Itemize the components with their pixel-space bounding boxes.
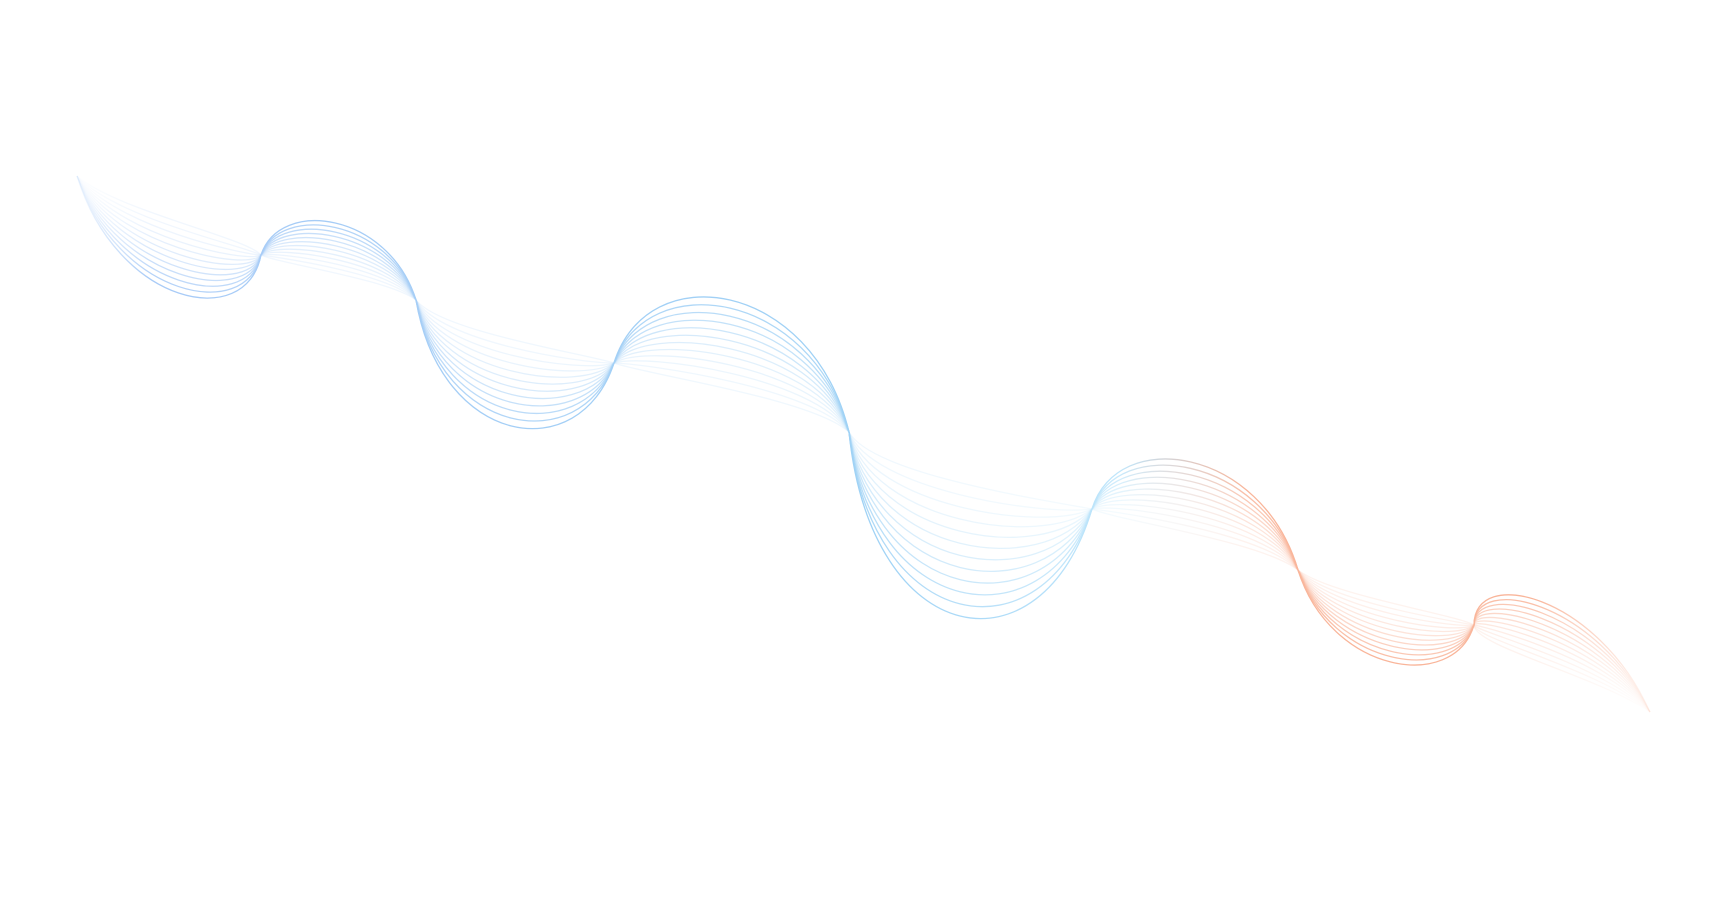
wave-line [76,175,1651,713]
wave-line [76,175,1651,713]
wave-line [76,175,1651,713]
wave-line [76,175,1651,713]
wave-line [76,175,1651,713]
wave-lines [76,175,1651,713]
wave-line [76,175,1651,713]
wave-line [76,175,1651,713]
wave-line [76,175,1651,713]
wave-line [76,175,1651,713]
wave-line [76,175,1651,713]
wave-line [76,175,1651,713]
wave-line [76,175,1651,713]
